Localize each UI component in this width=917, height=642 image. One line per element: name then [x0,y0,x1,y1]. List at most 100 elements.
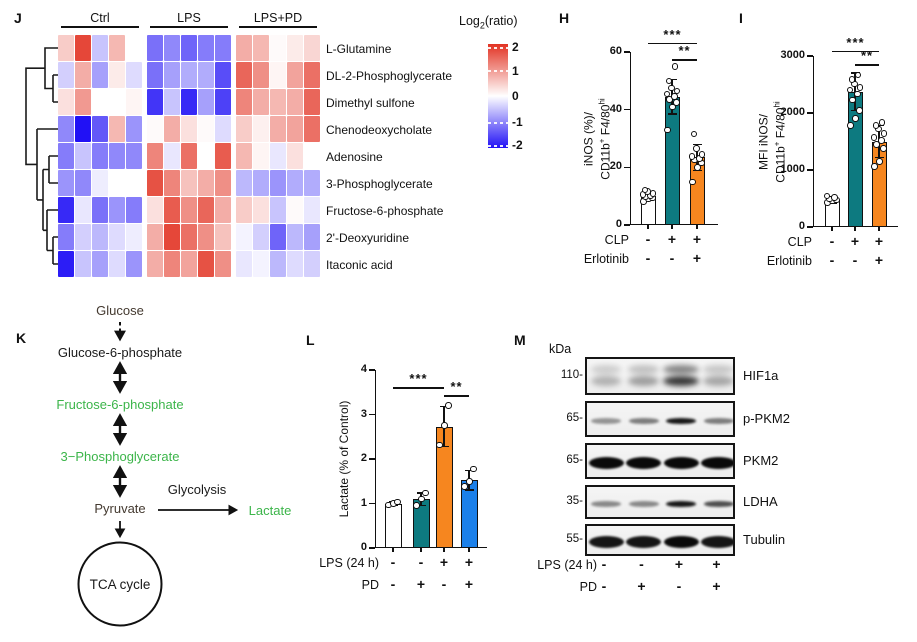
condition-symbol: - [645,231,651,247]
heatmap-row-label: Adenosine [326,149,383,164]
condition-symbol: - [418,554,424,570]
data-dot [466,478,473,485]
heatmap-cell [92,89,108,115]
condition-symbol: + [674,556,684,572]
y-tick-label: 3000 [780,49,805,61]
x-tick-mark [854,227,856,231]
y-axis-label-line1: MFI iNOS/ [756,113,771,170]
kda-value: 35- [566,495,583,507]
data-dot [664,126,671,134]
heatmap-cell [304,224,320,250]
heatmap-cell [287,35,303,61]
heatmap-cell [287,116,303,142]
significance-line [444,394,469,397]
condition-row-label: Erlotinib [583,252,629,266]
data-dot [671,63,679,70]
condition-symbol: - [639,556,644,572]
blot-band [628,365,659,375]
colorbar-gradient [488,44,508,148]
colorbar-dash [488,47,508,49]
significance-label: ** [860,47,874,63]
condition-row-label: PD [579,580,597,594]
heatmap-cell [236,89,252,115]
pathway-label-glycolysis: Glycolysis [167,482,227,497]
heatmap-cell [92,62,108,88]
data-dot [436,441,443,448]
heatmap-cell [287,197,303,223]
condition-symbol: + [850,233,860,249]
heatmap-cell [147,251,163,277]
data-dot [693,145,700,152]
blot-band [663,365,699,375]
data-dot [470,465,477,473]
heatmap-cell [75,62,91,88]
heatmap-cell [270,35,286,61]
y-axis-label-line1: iNOS (%)/ [581,111,596,166]
blot-band [703,501,733,507]
heatmap-cell [92,143,108,169]
data-dot [876,158,883,165]
colorbar-tick-label: 2 [512,40,519,54]
heatmap-cell [304,143,320,169]
y-tick-mark [624,51,630,53]
heatmap-cell [181,89,197,115]
heatmap-row-label: Chenodeoxycholate [326,122,433,137]
heatmap-cell [164,143,180,169]
heatmap-cell [58,197,74,223]
bar-h-1 [664,96,680,225]
data-dot [852,115,859,122]
heatmap-cell [109,35,125,61]
condition-row-label: CLP [787,235,812,249]
heatmap-cell [236,143,252,169]
pathway-node-f6p: Fructose-6-phosphate [56,397,184,412]
y-axis-label-l: Lactate (% of Control) [337,400,351,518]
y-tick-label: 2 [360,452,367,464]
condition-symbol: - [852,252,858,268]
blot-band [703,365,733,375]
heatmap-cell [109,116,125,142]
blot-band [663,457,699,469]
colorbar-title-pre: Log [459,14,480,28]
colorbar-dash [488,145,508,147]
heatmap-cell [181,197,197,223]
blot-band [628,501,659,507]
heatmap-cell [109,89,125,115]
heatmap-cell [58,116,74,142]
data-dot [688,153,696,160]
condition-symbol: + [712,578,721,594]
data-dot [847,122,854,129]
heatmap-cell [164,89,180,115]
panel-label-i: I [739,10,743,26]
colorbar-title-post: (ratio) [484,14,518,28]
heatmap-cell [287,89,303,115]
heatmap-cell [253,143,269,169]
heatmap-cell [236,170,252,196]
y-axis-label-line2: CD11b+ F4/80hi [772,100,788,183]
heatmap-cell [253,197,269,223]
heatmap-cell [215,35,231,61]
blot-band [591,376,621,387]
y-tick-mark [624,108,630,111]
heatmap-cell [181,116,197,142]
heatmap-cell [126,35,142,61]
blot-band [628,418,659,424]
heatmap-cell [164,224,180,250]
heatmap-row-label: Fructose-6-phosphate [326,203,444,218]
blot-band [666,418,696,424]
blot-label: PKM2 [743,453,779,468]
heatmap-row-label: 2'-Deoxyuridine [326,230,409,245]
condition-symbol: - [390,576,396,592]
colorbar-title: Log2(ratio) [459,14,518,31]
heatmap-cell [147,116,163,142]
blot-band [703,418,733,424]
condition-symbol: + [464,576,474,592]
heatmap-cell [181,170,197,196]
heatmap-cell [304,197,320,223]
data-dot [413,502,420,509]
heatmap-cell [253,62,269,88]
heatmap-cell [198,197,214,223]
heatmap-cell [198,170,214,196]
y-axis-label-i: MFI iNOS/CD11b+ F4/80hi [757,101,788,182]
blot-band [591,418,621,424]
blot-band [588,536,624,548]
